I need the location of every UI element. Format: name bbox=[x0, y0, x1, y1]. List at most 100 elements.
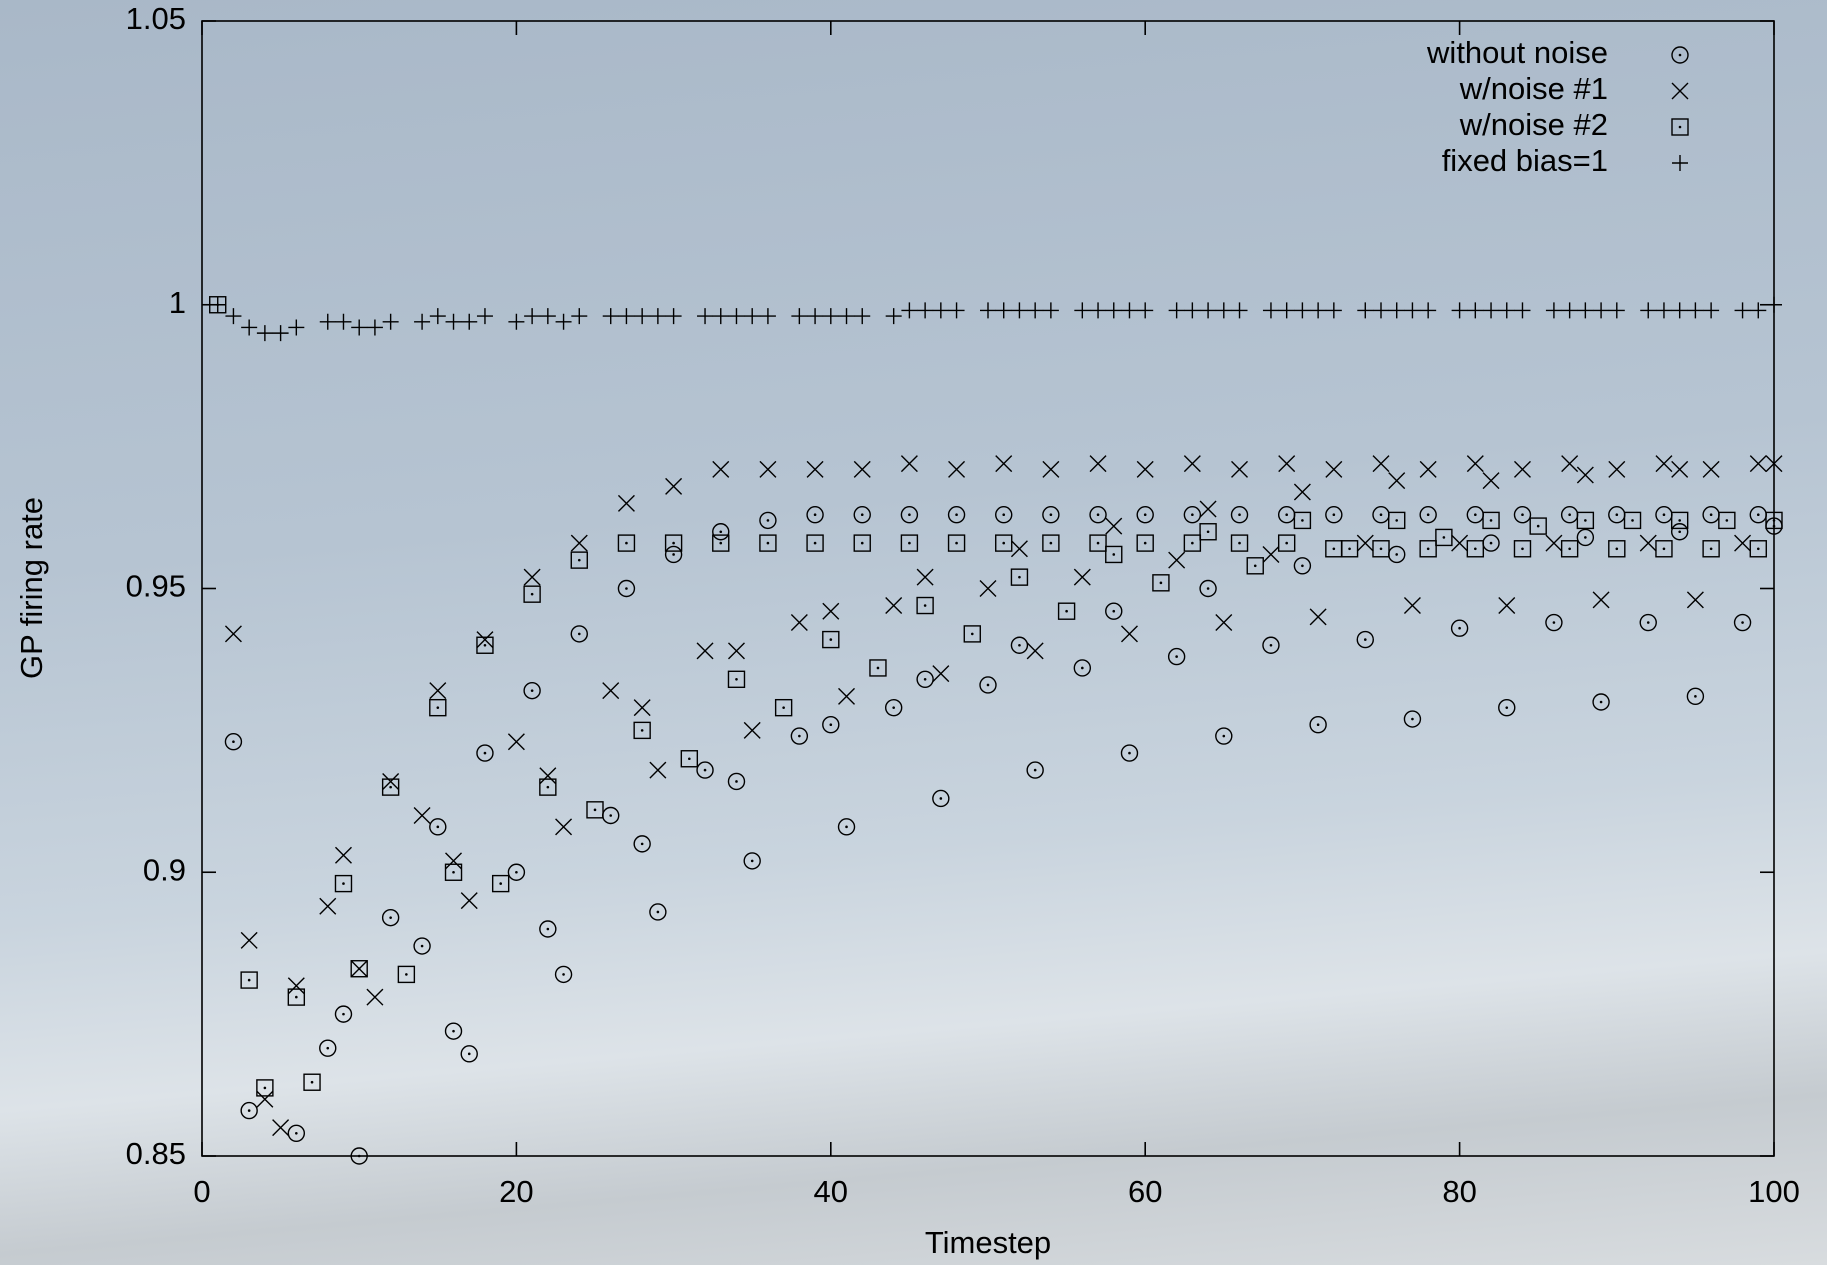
marker-circle bbox=[1184, 507, 1200, 523]
marker-circle bbox=[1279, 507, 1295, 523]
marker-plus bbox=[1373, 302, 1389, 318]
marker-cross bbox=[1672, 461, 1688, 477]
marker-cross bbox=[1640, 535, 1656, 551]
marker-cross bbox=[1357, 535, 1373, 551]
marker-cross bbox=[713, 461, 729, 477]
marker-cross bbox=[1483, 473, 1499, 489]
marker-square bbox=[524, 586, 540, 602]
marker-cross bbox=[1672, 83, 1688, 99]
marker-plus bbox=[1090, 302, 1106, 318]
marker-cross bbox=[1546, 535, 1562, 551]
marker-cross bbox=[524, 569, 540, 585]
marker-cross bbox=[1656, 456, 1672, 472]
marker-circle bbox=[524, 683, 540, 699]
marker-dot bbox=[735, 780, 738, 783]
marker-square bbox=[728, 671, 744, 687]
marker-plus bbox=[1074, 302, 1090, 318]
marker-plus bbox=[634, 308, 650, 324]
marker-cross bbox=[1106, 518, 1122, 534]
marker-plus bbox=[1294, 302, 1310, 318]
marker-plus bbox=[666, 308, 682, 324]
marker-circle bbox=[1357, 632, 1373, 648]
marker-dot bbox=[326, 1047, 329, 1050]
marker-dot bbox=[1411, 718, 1414, 721]
marker-circle bbox=[791, 728, 807, 744]
marker-dot bbox=[594, 809, 597, 812]
marker-cross bbox=[556, 819, 572, 835]
marker-cross bbox=[508, 734, 524, 750]
x-tick-label: 100 bbox=[1748, 1174, 1800, 1209]
marker-square bbox=[335, 876, 351, 892]
marker-square bbox=[1656, 541, 1672, 557]
marker-plus bbox=[728, 308, 744, 324]
marker-dot bbox=[499, 882, 502, 885]
marker-square bbox=[807, 535, 823, 551]
marker-plus bbox=[791, 308, 807, 324]
marker-plus bbox=[1326, 302, 1342, 318]
marker-dot bbox=[1537, 525, 1540, 528]
marker-plus bbox=[540, 308, 556, 324]
marker-cross bbox=[728, 643, 744, 659]
marker-circle bbox=[1121, 745, 1137, 761]
marker-square bbox=[1514, 541, 1530, 557]
marker-cross bbox=[949, 461, 965, 477]
marker-dot bbox=[1395, 519, 1398, 522]
marker-plus bbox=[351, 319, 367, 335]
marker-circle bbox=[1672, 524, 1688, 540]
marker-plus bbox=[713, 308, 729, 324]
marker-dot bbox=[1427, 513, 1430, 516]
marker-cross bbox=[1546, 535, 1562, 551]
legend-label: w/noise #1 bbox=[1459, 71, 1608, 106]
marker-cross bbox=[1467, 456, 1483, 472]
marker-cross bbox=[791, 615, 807, 631]
marker-cross bbox=[1326, 461, 1342, 477]
marker-dot bbox=[531, 593, 534, 596]
marker-plus bbox=[1389, 302, 1405, 318]
marker-dot bbox=[1065, 610, 1068, 613]
marker-circle bbox=[508, 864, 524, 880]
marker-plus bbox=[1562, 302, 1578, 318]
marker-dot bbox=[1097, 513, 1100, 516]
marker-plus bbox=[603, 308, 619, 324]
marker-cross bbox=[886, 598, 902, 614]
marker-dot bbox=[1364, 638, 1367, 641]
marker-plus bbox=[1452, 302, 1468, 318]
marker-plus bbox=[1593, 302, 1609, 318]
marker-circle bbox=[1200, 581, 1216, 597]
marker-circle bbox=[556, 966, 572, 982]
marker-plus bbox=[1499, 302, 1515, 318]
marker-cross bbox=[1514, 461, 1530, 477]
marker-cross bbox=[1483, 473, 1499, 489]
marker-circle bbox=[571, 626, 587, 642]
marker-dot bbox=[248, 1109, 251, 1112]
marker-plus bbox=[917, 302, 933, 318]
marker-dot bbox=[609, 814, 612, 817]
marker-cross bbox=[1562, 456, 1578, 472]
marker-circle bbox=[807, 507, 823, 523]
marker-plus bbox=[273, 325, 289, 341]
marker-plus bbox=[823, 308, 839, 324]
marker-cross bbox=[618, 495, 634, 511]
marker-dot bbox=[1285, 513, 1288, 516]
marker-plus bbox=[1279, 302, 1295, 318]
marker-dot bbox=[468, 1053, 471, 1056]
marker-cross bbox=[1106, 518, 1122, 534]
marker-plus bbox=[1546, 302, 1562, 318]
marker-cross bbox=[980, 581, 996, 597]
marker-cross bbox=[1656, 456, 1672, 472]
marker-plus bbox=[210, 297, 226, 313]
marker-dot bbox=[1474, 547, 1477, 550]
marker-dot bbox=[295, 996, 298, 999]
marker-plus bbox=[1169, 302, 1185, 318]
marker-cross bbox=[1232, 461, 1248, 477]
marker-cross bbox=[666, 478, 682, 494]
marker-dot bbox=[358, 967, 361, 970]
marker-dot bbox=[1034, 769, 1037, 772]
marker-circle bbox=[1011, 637, 1027, 653]
marker-cross bbox=[1279, 456, 1295, 472]
marker-dot bbox=[625, 587, 628, 590]
marker-circle bbox=[634, 836, 650, 852]
marker-dot bbox=[672, 542, 675, 545]
marker-plus bbox=[1326, 302, 1342, 318]
marker-plus bbox=[697, 308, 713, 324]
